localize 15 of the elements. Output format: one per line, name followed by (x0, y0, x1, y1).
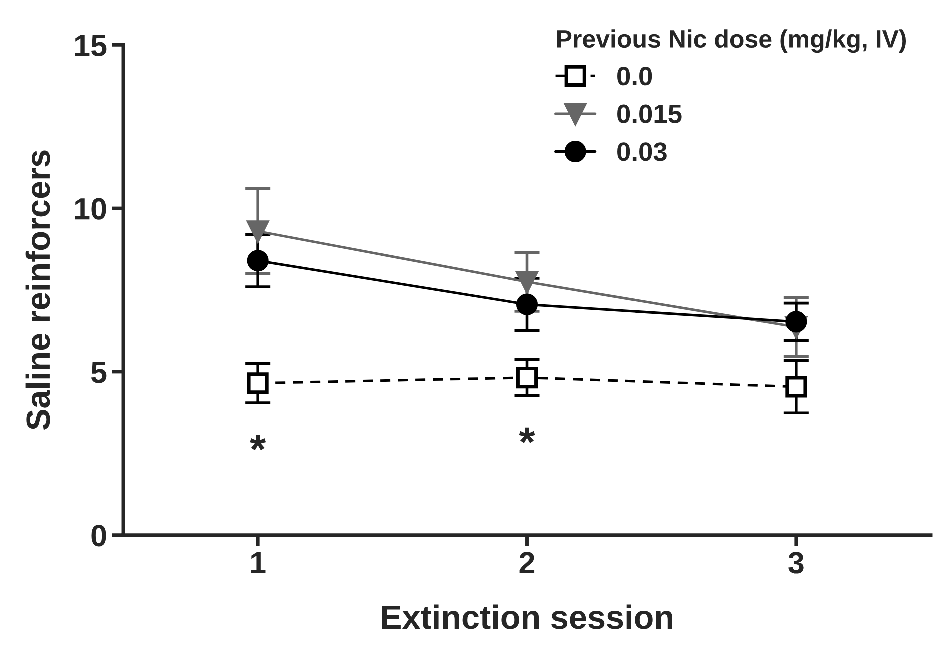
y-tick-label: 0 (92, 525, 106, 547)
legend-label: 0.0 (618, 66, 652, 86)
legend-title: Previous Nic dose (mg/kg, IV) (557, 30, 906, 54)
annotation: * (519, 428, 536, 444)
y-tick-label: 15 (75, 35, 107, 57)
y-tick-label: 10 (75, 198, 106, 220)
y-axis-title: Saline reinforcers (26, 150, 50, 430)
annotation: * (250, 435, 266, 451)
y-tick-label: 5 (91, 362, 107, 384)
legend-label: 0.03 (618, 142, 667, 162)
x-tick-label: 2 (520, 552, 535, 574)
x-axis-title: Extinction session (382, 604, 672, 630)
legend-label: 0.015 (618, 104, 682, 124)
x-tick-label: 1 (252, 552, 266, 574)
x-tick-label: 3 (788, 552, 804, 574)
